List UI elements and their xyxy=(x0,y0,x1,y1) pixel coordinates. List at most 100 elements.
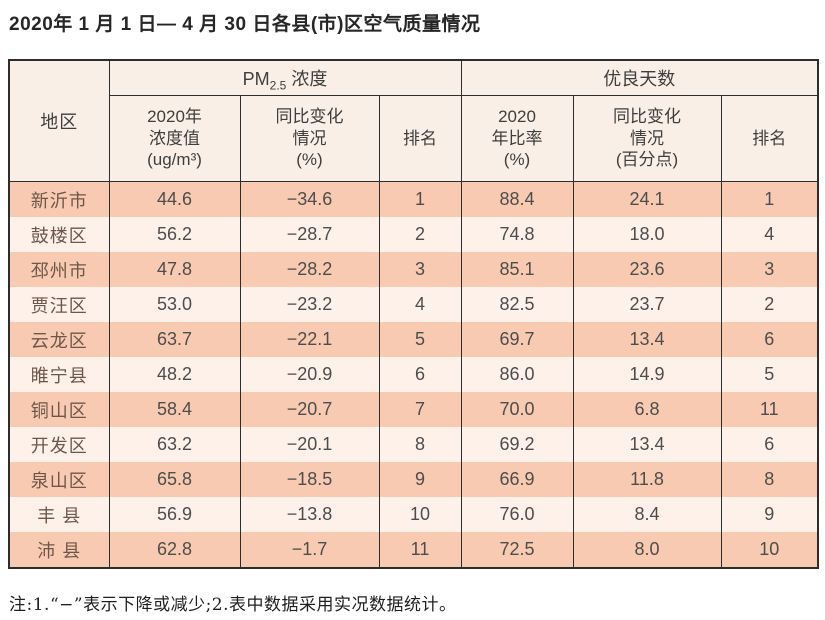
table-row: 睢宁县 48.2 −20.9 6 86.0 14.9 5 xyxy=(8,357,819,392)
page-title: 2020年 1 月 1 日— 4 月 30 日各县(市)区空气质量情况 xyxy=(9,14,481,35)
days-rate-cell: 85.1 xyxy=(460,252,574,287)
table-row: 泉山区 65.8 −18.5 9 66.9 11.8 8 xyxy=(8,462,819,497)
days-rank-cell: 10 xyxy=(720,532,819,568)
days-rank-cell: 8 xyxy=(720,462,819,497)
pm-change-cell: −23.2 xyxy=(239,287,380,322)
days-change-cell: 18.0 xyxy=(572,217,722,252)
days-rate-column-header: 2020 年比率 (%) xyxy=(460,95,574,182)
days-change-cell: 11.8 xyxy=(572,462,722,497)
pm-rank-cell: 6 xyxy=(378,357,462,392)
region-cell: 贾汪区 xyxy=(8,287,110,322)
days-change-cell: 13.4 xyxy=(572,322,722,357)
pm-rank-cell: 1 xyxy=(378,181,462,217)
table-row: 鼓楼区 56.2 −28.7 2 74.8 18.0 4 xyxy=(8,217,819,252)
good-days-group-header: 优良天数 xyxy=(460,60,819,96)
table-row: 铜山区 58.4 −20.7 7 70.0 6.8 11 xyxy=(8,392,819,427)
pm-rank-cell: 11 xyxy=(378,532,462,568)
pm-change-cell: −28.7 xyxy=(239,217,380,252)
pm-value-cell: 53.0 xyxy=(108,287,241,322)
region-cell: 沛 县 xyxy=(8,532,110,568)
days-change-cell: 8.0 xyxy=(572,532,722,568)
table-row: 邳州市 47.8 −28.2 3 85.1 23.6 3 xyxy=(8,252,819,287)
region-cell: 新沂市 xyxy=(8,181,110,217)
group-header-row: 地区 PM2.5 浓度 优良天数 xyxy=(8,60,819,182)
days-rate-cell: 88.4 xyxy=(460,181,574,217)
days-rate-cell: 70.0 xyxy=(460,392,574,427)
days-change-column-header: 同比变化 情况 (百分点) xyxy=(572,95,722,182)
pm-change-cell: −18.5 xyxy=(239,462,380,497)
table-row: 丰 县 56.9 −13.8 10 76.0 8.4 9 xyxy=(8,497,819,532)
region-cell: 丰 县 xyxy=(8,497,110,532)
pm-change-column-header: 同比变化 情况 (%) xyxy=(239,95,380,182)
days-change-cell: 13.4 xyxy=(572,427,722,462)
pm25-label-suffix: 浓度 xyxy=(286,69,328,89)
pm-change-cell: −20.9 xyxy=(239,357,380,392)
table-row: 开发区 63.2 −20.1 8 69.2 13.4 6 xyxy=(8,427,819,462)
pm-rank-cell: 2 xyxy=(378,217,462,252)
pm-change-cell: −1.7 xyxy=(239,532,380,568)
days-change-cell: 23.7 xyxy=(572,287,722,322)
table-body: 新沂市 44.6 −34.6 1 88.4 24.1 1 鼓楼区 56.2 −2… xyxy=(8,181,819,568)
days-rate-cell: 69.7 xyxy=(460,322,574,357)
pm-value-cell: 56.2 xyxy=(108,217,241,252)
days-rank-cell: 1 xyxy=(720,181,819,217)
pm-value-cell: 47.8 xyxy=(108,252,241,287)
pm-change-cell: −34.6 xyxy=(239,181,380,217)
pm-value-cell: 56.9 xyxy=(108,497,241,532)
pm-rank-cell: 5 xyxy=(378,322,462,357)
air-quality-table: 地区 PM2.5 浓度 优良天数 2020年 浓度值 (ug/m³) 同比变化 … xyxy=(8,59,820,569)
pm25-label-subscript: 2.5 xyxy=(269,78,287,93)
pm25-label-prefix: PM xyxy=(242,69,270,89)
pm-change-cell: −22.1 xyxy=(239,322,380,357)
days-rank-cell: 4 xyxy=(720,217,819,252)
pm-change-cell: −13.8 xyxy=(239,497,380,532)
pm-value-cell: 62.8 xyxy=(108,532,241,568)
days-rank-cell: 3 xyxy=(720,252,819,287)
days-change-cell: 24.1 xyxy=(572,181,722,217)
days-rank-cell: 9 xyxy=(720,497,819,532)
region-cell: 泉山区 xyxy=(8,462,110,497)
footnote: 注:1.“−”表示下降或减少;2.表中数据采用实况数据统计。 xyxy=(9,595,457,615)
table-row: 新沂市 44.6 −34.6 1 88.4 24.1 1 xyxy=(8,181,819,217)
pm-rank-cell: 9 xyxy=(378,462,462,497)
region-cell: 邳州市 xyxy=(8,252,110,287)
region-cell: 铜山区 xyxy=(8,392,110,427)
region-cell: 开发区 xyxy=(8,427,110,462)
days-change-cell: 14.9 xyxy=(572,357,722,392)
days-rate-cell: 72.5 xyxy=(460,532,574,568)
pm-rank-column-header: 排名 xyxy=(378,95,462,182)
days-change-cell: 6.8 xyxy=(572,392,722,427)
pm-change-cell: −20.7 xyxy=(239,392,380,427)
region-cell: 鼓楼区 xyxy=(8,217,110,252)
pm-rank-cell: 8 xyxy=(378,427,462,462)
pm-rank-cell: 10 xyxy=(378,497,462,532)
table-row: 云龙区 63.7 −22.1 5 69.7 13.4 6 xyxy=(8,322,819,357)
days-rank-cell: 11 xyxy=(720,392,819,427)
days-change-cell: 23.6 xyxy=(572,252,722,287)
region-cell: 云龙区 xyxy=(8,322,110,357)
pm-change-cell: −28.2 xyxy=(239,252,380,287)
days-rate-cell: 66.9 xyxy=(460,462,574,497)
sub-header-row: 2020年 浓度值 (ug/m³) 同比变化 情况 (%) 排名 2020 年比… xyxy=(9,95,819,182)
days-rank-cell: 6 xyxy=(720,427,819,462)
pm-value-cell: 58.4 xyxy=(108,392,241,427)
pm-rank-cell: 7 xyxy=(378,392,462,427)
pm-value-cell: 63.7 xyxy=(108,322,241,357)
days-rate-cell: 69.2 xyxy=(460,427,574,462)
pm-value-cell: 44.6 xyxy=(108,181,241,217)
days-rank-cell: 6 xyxy=(720,322,819,357)
pm-change-cell: −20.1 xyxy=(239,427,380,462)
pm25-group-header: PM2.5 浓度 xyxy=(108,60,462,96)
days-change-cell: 8.4 xyxy=(572,497,722,532)
days-rate-cell: 74.8 xyxy=(460,217,574,252)
days-rate-cell: 76.0 xyxy=(460,497,574,532)
pm-value-cell: 65.8 xyxy=(108,462,241,497)
region-column-header: 地区 xyxy=(8,60,110,182)
pm-value-cell: 63.2 xyxy=(108,427,241,462)
table-row: 贾汪区 53.0 −23.2 4 82.5 23.7 2 xyxy=(8,287,819,322)
days-rate-cell: 86.0 xyxy=(460,357,574,392)
days-rate-cell: 82.5 xyxy=(460,287,574,322)
days-rank-cell: 2 xyxy=(720,287,819,322)
pm-rank-cell: 4 xyxy=(378,287,462,322)
